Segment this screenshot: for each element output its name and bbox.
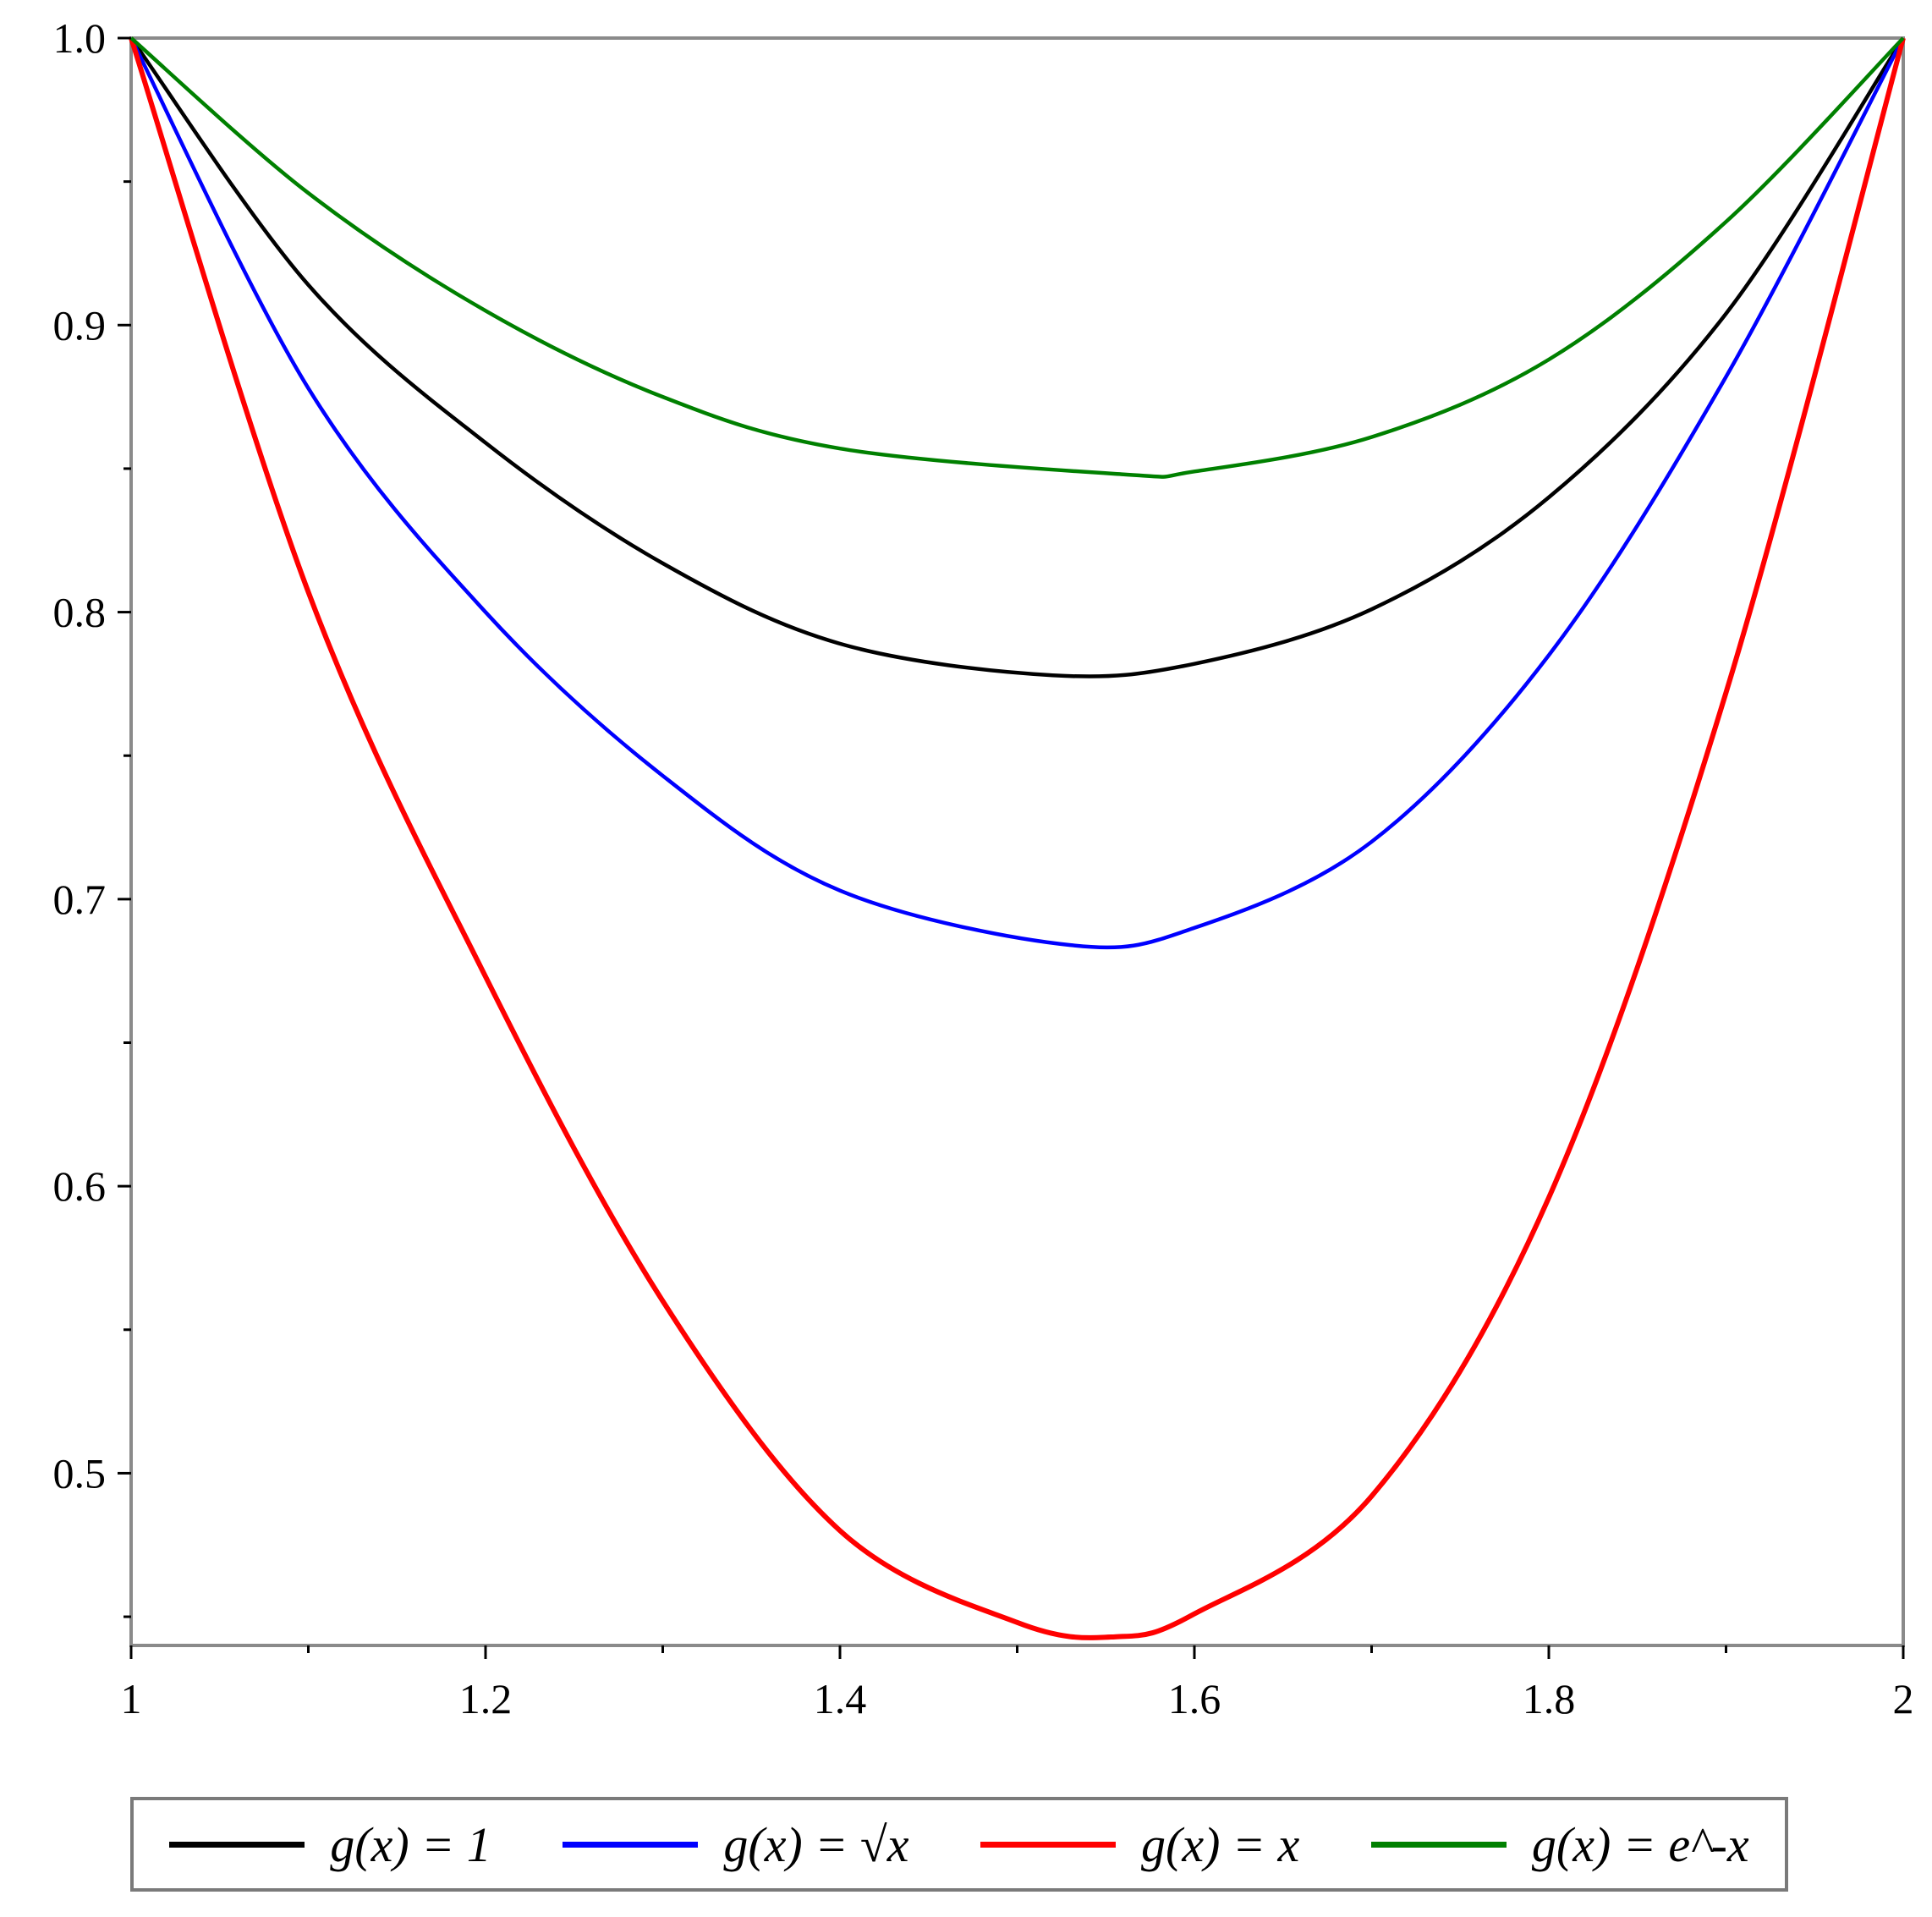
series-line-2 [129, 36, 1905, 950]
legend-swatch-1 [169, 1841, 305, 1848]
plot-frame [129, 36, 1905, 1647]
legend-label-2: g(x) = √x [723, 1816, 909, 1872]
legend-label-4: g(x) = e^-x [1531, 1816, 1749, 1872]
legend-item-3: g(x) = x [980, 1816, 1299, 1873]
legend: g(x) = 1 g(x) = √x g(x) = x g(x) = e^-x [130, 1797, 1788, 1892]
series-line-3 [129, 37, 1906, 1640]
x-tick-label: 1.8 [1523, 1675, 1576, 1722]
series-line-1 [129, 36, 1905, 678]
x-tick-label: 1.6 [1168, 1675, 1221, 1722]
plot-curves [129, 36, 1906, 1640]
legend-item-4: g(x) = e^-x [1370, 1816, 1749, 1873]
x-tick-label: 1.2 [459, 1675, 513, 1722]
x-tick-label: 2 [1893, 1675, 1914, 1722]
series-line-4 [129, 36, 1905, 479]
y-tick-label: 0.6 [53, 1162, 107, 1210]
y-tick-label: 1.0 [53, 14, 107, 62]
legend-item-1: g(x) = 1 [169, 1816, 491, 1873]
y-tick-label: 0.8 [53, 589, 107, 636]
y-tick-label: 0.9 [53, 301, 107, 349]
y-tick-label: 0.7 [53, 876, 107, 923]
legend-item-2: g(x) = √x [563, 1816, 908, 1873]
plot-axes [129, 36, 1905, 1647]
legend-label-3: g(x) = x [1141, 1816, 1300, 1872]
legend-swatch-4 [1370, 1841, 1507, 1848]
chart-svg: 1 1.2 1.4 1.6 1.8 2 0.5 0.6 0.7 0.8 0.9 1.0 [53, 14, 1914, 1722]
plot-ticks: 1 1.2 1.4 1.6 1.8 2 0.5 0.6 0.7 0.8 0.9 1.0 [53, 14, 1914, 1722]
legend-label-1: g(x) = 1 [330, 1816, 491, 1872]
legend-swatch-3 [980, 1841, 1117, 1848]
x-tick-label: 1.4 [814, 1675, 867, 1722]
y-tick-label: 0.5 [53, 1449, 107, 1497]
x-tick-label: 1 [121, 1675, 142, 1722]
legend-swatch-2 [563, 1841, 699, 1848]
